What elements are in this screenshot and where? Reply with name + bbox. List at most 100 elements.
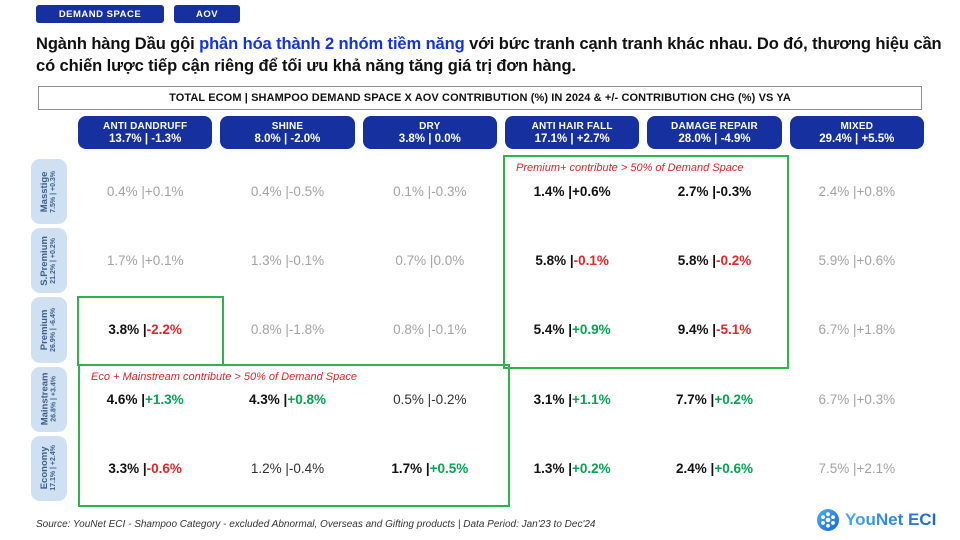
cell-change: -0.3% xyxy=(431,184,467,200)
row-header-values: 26.8% | +3.4% xyxy=(50,376,58,423)
title-pre: Ngành hàng Dầu gội xyxy=(36,35,200,53)
col-header-label: ANTI DANDRUFF xyxy=(103,120,188,132)
cell-mainstream-damage-repair: 7.7% | +0.2% xyxy=(647,365,781,434)
cell-change: +0.8% xyxy=(856,184,896,200)
cell-value: 2.4% | xyxy=(676,460,715,476)
row-header-masstige: Masstige 7.5% | +0.3% xyxy=(31,159,67,225)
cell-premium-anti-hair-fall: 5.4% | +0.9% xyxy=(505,295,639,364)
col-header-values: 3.8% | 0.0% xyxy=(398,132,461,145)
cell-s-premium-shine: 1.3% | -0.1% xyxy=(220,226,354,295)
cell-s-premium-mixed: 5.9% | +0.6% xyxy=(790,226,924,295)
cell-change: +1.8% xyxy=(856,322,896,338)
cell-masstige-anti-dandruff: 0.4% | +0.1% xyxy=(78,157,212,226)
cell-value: 0.8% | xyxy=(393,322,432,338)
cell-change: -0.4% xyxy=(288,460,325,476)
title-post: với bức tranh cạnh tranh khác nhau. Do đ… xyxy=(36,35,942,75)
row-header-values: 17.1% | +2.4% xyxy=(50,445,58,492)
row-header-label: Masstige xyxy=(39,171,51,212)
cell-change: +1.3% xyxy=(144,391,184,407)
cell-change: +0.9% xyxy=(571,322,611,338)
cell-value: 0.8% | xyxy=(250,322,289,338)
col-header-anti-hair-fall: ANTI HAIR FALL 17.1% | +2.7% xyxy=(504,116,640,149)
cell-mainstream-mixed: 6.7% | +0.3% xyxy=(790,365,924,434)
row-header-economy: Economy 17.1% | +2.4% xyxy=(31,435,67,501)
cell-value: 7.5% | xyxy=(818,460,857,476)
col-header-values: 28.0% | -4.9% xyxy=(678,132,751,145)
matrix-corner xyxy=(28,116,70,157)
cell-change: +2.1% xyxy=(856,460,896,476)
cell-change: -0.5% xyxy=(288,184,325,200)
col-header-label: ANTI HAIR FALL xyxy=(531,120,613,132)
cell-change: +0.1% xyxy=(144,184,184,200)
cell-change: +0.2% xyxy=(714,391,753,407)
cell-value: 3.3% | xyxy=(108,460,147,476)
cell-change: -0.1% xyxy=(288,253,325,269)
cell-change: +0.2% xyxy=(571,460,611,476)
col-header-values: 17.1% | +2.7% xyxy=(534,132,610,145)
cell-s-premium-damage-repair: 5.8% | -0.2% xyxy=(647,226,781,295)
row-header-values: 7.5% | +0.3% xyxy=(50,170,58,213)
cell-value: 9.4% | xyxy=(677,322,716,338)
younet-eci-logo: YouNet ECI xyxy=(816,508,936,532)
page-title: Ngành hàng Dầu gội phân hóa thành 2 nhóm… xyxy=(36,33,948,77)
row-header-rotated-text: Premium 26.9% | -6.4% xyxy=(39,308,59,352)
row-header-mainstream: Mainstream 26.8% | +3.4% xyxy=(31,366,67,432)
cell-value: 6.7% | xyxy=(818,391,857,407)
title-highlight: phân hóa thành 2 nhóm tiềm năng xyxy=(199,35,465,53)
cell-mainstream-dry: 0.5% | -0.2% xyxy=(363,365,497,434)
cell-value: 5.9% | xyxy=(818,253,857,269)
row-header-label: Mainstream xyxy=(39,372,51,426)
cell-premium-damage-repair: 9.4% | -5.1% xyxy=(647,295,781,364)
cell-mainstream-shine: 4.3% | +0.8% xyxy=(220,365,354,434)
cell-value: 0.4% | xyxy=(250,184,289,200)
cell-value: 3.1% | xyxy=(533,391,572,407)
cell-masstige-dry: 0.1% | -0.3% xyxy=(363,157,497,226)
cell-change: 0.0% xyxy=(433,253,465,269)
cell-change: +0.1% xyxy=(144,253,184,269)
col-header-damage-repair: DAMAGE REPAIR 28.0% | -4.9% xyxy=(647,116,782,149)
col-header-values: 29.4% | +5.5% xyxy=(819,132,895,145)
cell-value: 1.7% | xyxy=(106,253,145,269)
cell-value: 0.1% | xyxy=(393,184,432,200)
col-header-mixed: MIXED 29.4% | +5.5% xyxy=(789,116,924,149)
cell-value: 6.7% | xyxy=(818,322,857,338)
row-header-rotated-text: Masstige 7.5% | +0.3% xyxy=(39,171,59,213)
col-header-label: DRY xyxy=(419,120,441,132)
row-header-s-premium: S.Premium 21.2% | +0.2% xyxy=(31,228,67,294)
tab-aov[interactable]: AOV xyxy=(174,5,240,23)
cell-change: -0.2% xyxy=(431,391,467,407)
cell-masstige-damage-repair: 2.7% | -0.3% xyxy=(647,157,781,226)
table-title: TOTAL ECOM | SHAMPOO DEMAND SPACE X AOV … xyxy=(38,86,922,110)
cell-masstige-mixed: 2.4% | +0.8% xyxy=(790,157,924,226)
col-header-values: 13.7% | -1.3% xyxy=(109,132,182,145)
younet-logo-icon xyxy=(817,509,839,531)
col-header-label: SHINE xyxy=(271,120,304,132)
cell-masstige-anti-hair-fall: 1.4% | +0.6% xyxy=(505,157,639,226)
cell-change: +0.6% xyxy=(714,460,753,476)
cell-premium-dry: 0.8% | -0.1% xyxy=(363,295,497,364)
cell-change: -1.8% xyxy=(288,322,325,338)
cell-change: +1.1% xyxy=(571,391,611,407)
cell-change: -0.1% xyxy=(431,322,467,338)
cell-premium-shine: 0.8% | -1.8% xyxy=(220,295,354,364)
row-header-rotated-text: Economy 17.1% | +2.4% xyxy=(39,445,59,491)
logo-text: YouNet ECI xyxy=(845,510,937,529)
cell-value: 5.4% | xyxy=(533,322,572,338)
col-header-shine: SHINE 8.0% | -2.0% xyxy=(220,116,355,149)
cell-value: 1.2% | xyxy=(250,460,289,476)
cell-economy-anti-dandruff: 3.3% | -0.6% xyxy=(78,434,212,503)
cell-value: 2.4% | xyxy=(818,184,857,200)
cell-value: 0.7% | xyxy=(395,253,434,269)
tab-demand-space[interactable]: DEMAND SPACE xyxy=(36,5,164,23)
cell-s-premium-anti-hair-fall: 5.8% | -0.1% xyxy=(505,226,639,295)
cell-change: +0.8% xyxy=(287,391,326,407)
cell-economy-shine: 1.2% | -0.4% xyxy=(220,434,354,503)
source-note: Source: YouNet ECI - Shampoo Category - … xyxy=(36,519,596,530)
cell-value: 7.7% | xyxy=(676,391,715,407)
col-header-values: 8.0% | -2.0% xyxy=(254,132,321,145)
col-header-label: DAMAGE REPAIR xyxy=(671,120,758,132)
row-header-values: 26.9% | -6.4% xyxy=(50,307,58,352)
cell-value: 1.7% | xyxy=(391,460,430,476)
cell-value: 1.3% | xyxy=(250,253,289,269)
cell-masstige-shine: 0.4% | -0.5% xyxy=(220,157,354,226)
